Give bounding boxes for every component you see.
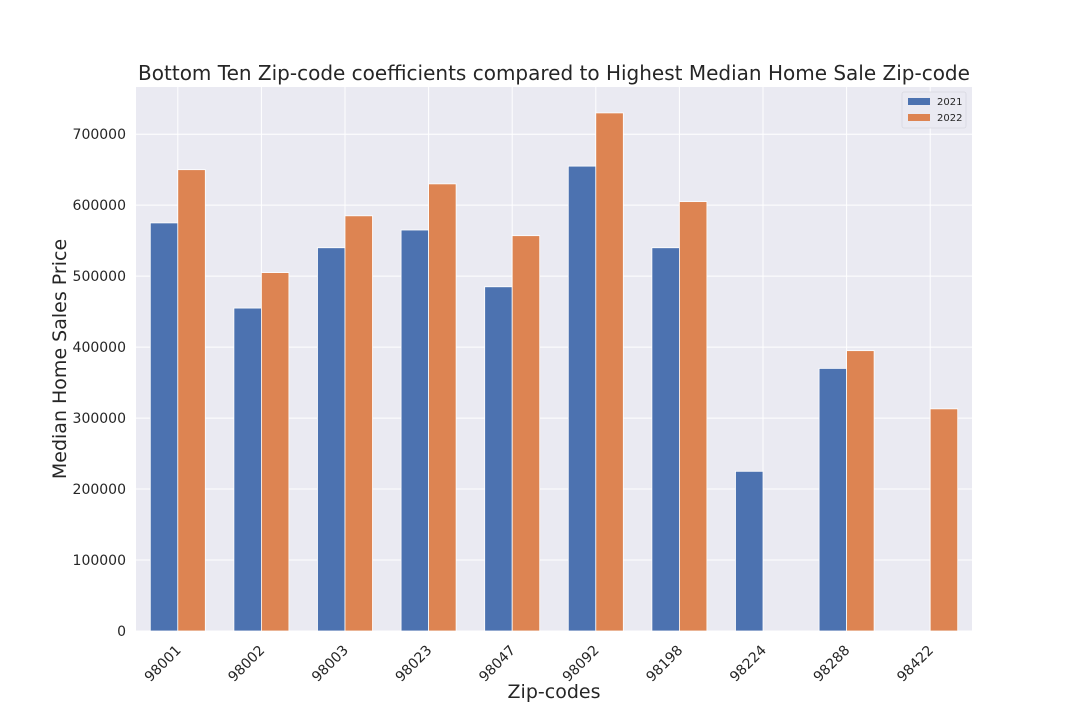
x-tick-label: 98422 — [894, 643, 937, 686]
bar-2021-98023 — [400, 229, 430, 632]
bars-group — [149, 112, 959, 632]
bar-2021-98198 — [651, 247, 680, 632]
bar-2022-98003 — [344, 215, 373, 632]
y-tick-label: 100000 — [73, 553, 126, 569]
bar-2022-98047 — [511, 235, 541, 632]
legend-swatch-2021 — [908, 98, 930, 105]
bar-2021-98288 — [818, 368, 847, 632]
bar-2021-98092 — [567, 165, 597, 632]
bar-2022-98023 — [428, 183, 457, 632]
bar-2021-98002 — [233, 307, 262, 632]
x-axis-label: Zip-codes — [508, 681, 601, 703]
y-axis-label: Median Home Sales Price — [49, 239, 71, 479]
x-tick-label: 98198 — [643, 643, 686, 686]
legend-swatch-2022 — [908, 114, 930, 121]
y-tick-label: 500000 — [73, 269, 126, 285]
x-tick-label: 98224 — [727, 642, 770, 685]
bar-2021-98224 — [735, 470, 764, 632]
y-tick-label: 700000 — [73, 127, 126, 143]
y-tick-label: 600000 — [73, 198, 126, 214]
bar-2022-98001 — [177, 169, 206, 632]
x-tick-label: 98001 — [142, 643, 185, 686]
y-tick-label: 400000 — [73, 340, 126, 356]
x-tick-label: 98023 — [393, 643, 436, 686]
bar-2022-98198 — [679, 201, 708, 632]
bar-2021-98003 — [317, 247, 346, 632]
x-axis-ticks: 98001 98002 98003 98023 98047 98092 98198 98224… — [142, 642, 937, 685]
y-axis-ticks: 0 100000 200000 300000 400000 500000 600000 700… — [73, 127, 126, 640]
y-tick-label: 200000 — [73, 482, 126, 498]
x-tick-label: 98288 — [811, 643, 854, 686]
bar-2022-98288 — [846, 350, 875, 632]
x-tick-label: 98003 — [309, 643, 352, 686]
chart-title: Bottom Ten Zip-code coefficients compare… — [138, 61, 970, 85]
bar-2022-98422 — [929, 408, 959, 632]
bar-2021-98047 — [484, 286, 513, 632]
legend-label: 2021 — [937, 97, 962, 108]
x-tick-label: 98002 — [225, 643, 268, 686]
y-tick-label: 300000 — [73, 411, 126, 427]
bar-2021-98001 — [149, 222, 179, 632]
bar-2022-98002 — [260, 272, 290, 632]
bar-2022-98092 — [595, 112, 624, 632]
legend-label: 2022 — [937, 113, 962, 124]
x-tick-label: 98047 — [476, 643, 519, 686]
legend: 2021 2022 — [901, 91, 967, 129]
x-tick-label: 98092 — [560, 643, 603, 686]
y-tick-label: 0 — [117, 624, 126, 640]
